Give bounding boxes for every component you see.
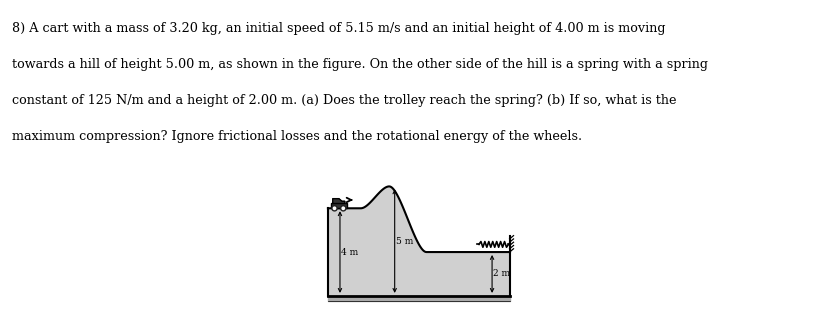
Text: 5 m: 5 m (395, 237, 413, 246)
Circle shape (340, 206, 346, 211)
Bar (330, 203, 347, 208)
Text: 8) A cart with a mass of 3.20 kg, an initial speed of 5.15 m/s and an initial he: 8) A cart with a mass of 3.20 kg, an ini… (12, 22, 665, 35)
Text: 4 m: 4 m (341, 247, 358, 257)
Circle shape (342, 207, 344, 209)
Circle shape (333, 207, 335, 209)
Polygon shape (332, 199, 344, 203)
Text: 2 m: 2 m (493, 269, 509, 279)
Text: maximum compression? Ignore frictional losses and the rotational energy of the w: maximum compression? Ignore frictional l… (12, 130, 582, 143)
Circle shape (332, 206, 337, 211)
Text: constant of 125 N/m and a height of 2.00 m. (a) Does the trolley reach the sprin: constant of 125 N/m and a height of 2.00… (12, 94, 676, 107)
Text: towards a hill of height 5.00 m, as shown in the figure. On the other side of th: towards a hill of height 5.00 m, as show… (12, 58, 708, 71)
Polygon shape (327, 187, 509, 296)
